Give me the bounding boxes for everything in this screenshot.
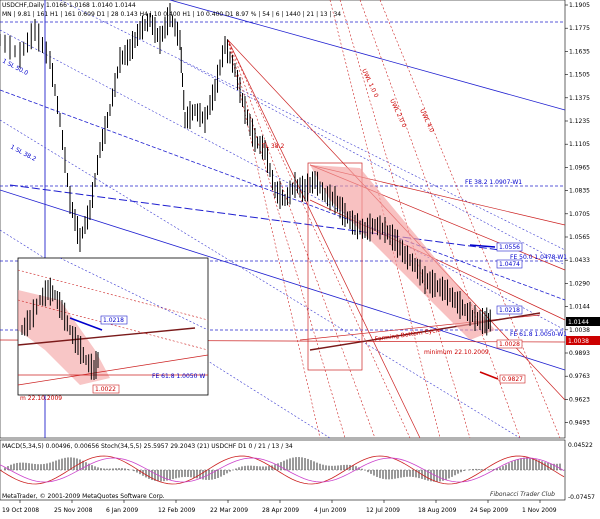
fe618-label: FE 61.8 1.0050-W1 — [510, 331, 567, 338]
macd-scale-top: 0.04522 — [568, 442, 593, 449]
tl-label: TL 38.2 — [261, 143, 284, 150]
pattern-box — [307, 162, 363, 371]
svg-text:1.0022: 1.0022 — [95, 386, 116, 393]
time-tick-label: 12 Feb 2009 — [158, 507, 196, 514]
minimum-label: minimum 22.10.2009 — [424, 349, 489, 356]
price-tick-label: 1.1775 — [569, 25, 590, 32]
level-box-0474: 1.0474 — [496, 259, 523, 269]
level-box-0556: 1.0556 — [496, 242, 523, 252]
macd-histogram — [4, 457, 561, 482]
price-tick-label: 0.9763 — [569, 373, 590, 380]
time-tick-label: 4 Jun 2009 — [314, 507, 346, 514]
time-tick-label: 25 Nov 2008 — [54, 507, 93, 514]
price-tick-label: 1.1375 — [569, 95, 590, 102]
price-bars — [0, 3, 491, 336]
trend-line — [309, 312, 541, 351]
current-price-tag: 1.0144 — [566, 317, 600, 326]
stoch-main-line — [0, 455, 565, 485]
price-tick-label: 1.0965 — [569, 164, 590, 171]
price-tick-label: 1.0835 — [569, 188, 590, 195]
svg-text:0.9827: 0.9827 — [502, 376, 523, 383]
price-tick-label: 0.9893 — [569, 350, 590, 357]
svg-text:m 22.10.2009: m 22.10.2009 — [20, 395, 62, 402]
time-axis: 19 Oct 2008 25 Nov 2008 6 Jan 2009 12 Feb 2… — [2, 500, 557, 514]
price-axis: 1.1905 1.1775 1.1635 1.1505 1.1375 1.1235 1.11… — [565, 2, 590, 427]
svg-text:1.0474: 1.0474 — [499, 261, 520, 268]
price-tick-label: 1.0290 — [569, 280, 590, 287]
level-box-0028: 1.0028 — [496, 339, 523, 349]
macd-label: MACD(5,34,5) 0.00496, 0.00656 Stoch(34,5… — [2, 443, 293, 450]
svg-text:1.0038: 1.0038 — [568, 338, 589, 345]
copyright-text: MetaTrader, © 2001-2009 MetaQuotes Softw… — [2, 493, 165, 500]
price-tick-label: 1.0144 — [569, 304, 590, 311]
svg-text:FE 61.8 1.0050 W: FE 61.8 1.0050 W — [152, 373, 205, 380]
macd-scale-bottom: -0.07457 — [568, 494, 595, 501]
svg-text:1.0144: 1.0144 — [568, 319, 589, 326]
inset-zoom-panel: 1.0218 FE 61.8 1.0050 W 1.0022 m 22.10.2… — [17, 257, 209, 402]
fe382-label: FE 38.2 1.0907-W1 — [465, 179, 522, 186]
price-tick-label: 1.1235 — [569, 118, 590, 125]
price-tick-label: 1.1105 — [569, 141, 590, 148]
indicator-header: MN | 9.81 | 161 H1 | 161 0.609 D1 | 28 0… — [2, 11, 341, 18]
time-tick-label: 24 Sep 2009 — [470, 507, 508, 514]
svg-text:1.0218: 1.0218 — [499, 307, 520, 314]
time-tick-label: 19 Oct 2008 — [2, 507, 39, 514]
time-tick-label: 1 Nov 2009 — [522, 507, 557, 514]
time-tick-label: 6 Jan 2009 — [106, 507, 138, 514]
svg-text:1.0556: 1.0556 — [499, 244, 520, 251]
time-tick-label: 22 Mar 2009 — [210, 507, 248, 514]
time-tick-label: 12 Jul 2009 — [366, 507, 400, 514]
price-tick-label: 0.9623 — [569, 396, 590, 403]
symbol-header: USDCHF,Daily 1.0166 1.0168 1.0140 1.0144 — [2, 2, 136, 9]
svg-text:1.0218: 1.0218 — [103, 317, 124, 324]
watermark-text: Fibonacci Trader Club — [490, 491, 555, 498]
price-tick-label: 0.9493 — [569, 420, 590, 427]
marker-price-tag: 1.0038 — [566, 336, 600, 345]
level-box-0218: 1.0218 — [496, 305, 523, 315]
fe50-label: FE 50.0 1.0478-W1 — [510, 254, 567, 261]
level-box-9827: 0.9827 — [499, 374, 526, 384]
price-tick-label: 1.1905 — [569, 2, 590, 9]
price-tick-label: 1.0433 — [569, 257, 590, 264]
price-tick-label: 1.0565 — [569, 234, 590, 241]
svg-text:1.0028: 1.0028 — [499, 341, 520, 348]
price-tick-label: 1.0038 — [569, 327, 590, 334]
stoch-signal-line — [0, 457, 565, 483]
price-tick-label: 1.0705 — [569, 211, 590, 218]
price-tick-label: 1.1635 — [569, 48, 590, 55]
time-tick-label: 18 Aug 2009 — [418, 507, 457, 514]
time-tick-label: 28 Apr 2009 — [262, 507, 299, 514]
price-tick-label: 1.1505 — [569, 72, 590, 79]
